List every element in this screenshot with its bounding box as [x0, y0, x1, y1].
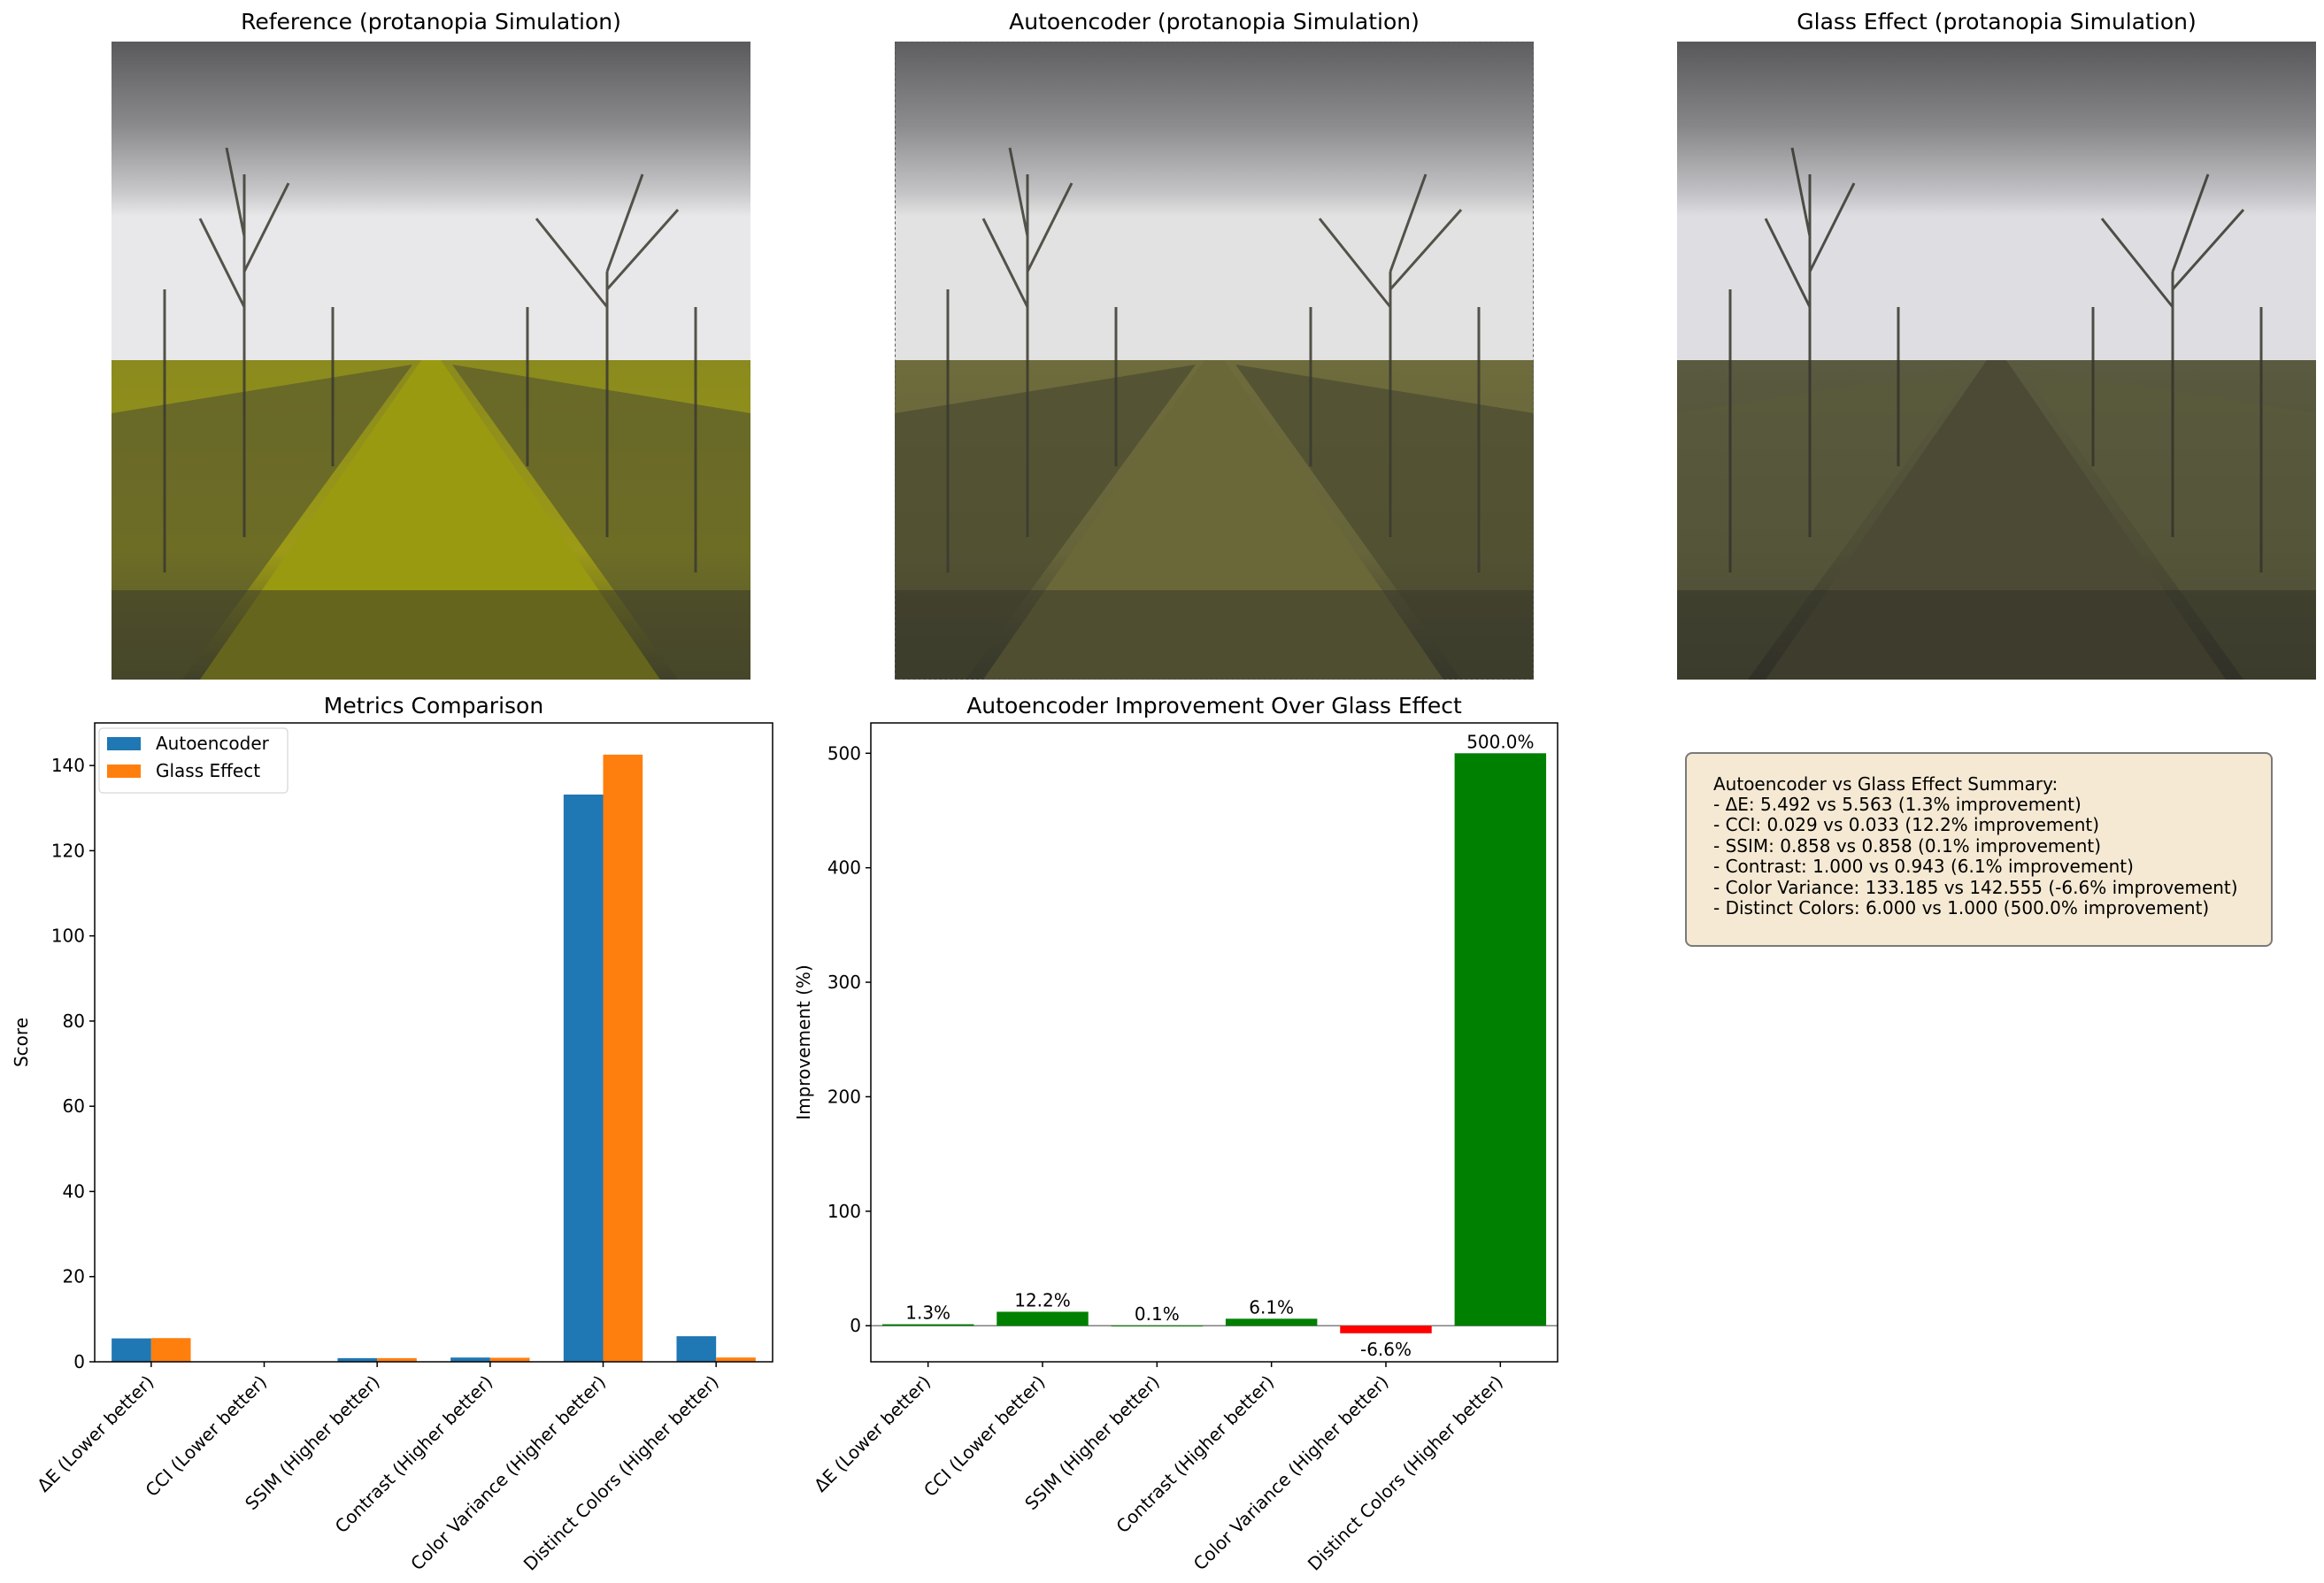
glass-effect-title: Glass Effect (protanopia Simulation)	[1797, 9, 2197, 35]
chart1-bar-glass-effect-2	[377, 1357, 417, 1362]
chart2-bar-3	[1225, 1318, 1318, 1326]
chart2-ytick-label-400: 400	[827, 857, 861, 879]
chart1-title: Metrics Comparison	[324, 693, 543, 718]
chart1-ytick-label-20: 20	[63, 1266, 85, 1287]
chart2-data-label-5: 500.0%	[1466, 731, 1534, 752]
chart1-legend-swatch-1	[107, 765, 141, 778]
chart2-title: Autoencoder Improvement Over Glass Effec…	[966, 693, 1462, 718]
summary-line-cci: - CCI: 0.029 vs 0.033 (12.2% improvement…	[1713, 814, 2100, 835]
chart1-bar-autoencoder-2	[337, 1357, 378, 1362]
chart1-bar-glass-effect-3	[489, 1357, 530, 1362]
chart1-legend-label-0: Autoencoder	[156, 733, 270, 754]
chart1-legend-box	[98, 727, 289, 794]
chart1-legend-swatch-0	[107, 737, 141, 750]
chart2-ytick-label-0: 0	[850, 1315, 861, 1336]
chart2-xtick-label-0: ΔE (Lower better)	[810, 1372, 935, 1496]
chart1-ytick-label-100: 100	[51, 926, 85, 947]
chart1-bar-glass-effect-5	[716, 1357, 756, 1362]
summary-line-distinct-colors: - Distinct Colors: 6.000 vs 1.000 (500.0…	[1713, 897, 2210, 918]
chart1-bar-glass-effect-4	[603, 754, 643, 1362]
chart2-axes-frame	[870, 722, 1558, 1363]
summary-line-ssim: - SSIM: 0.858 vs 0.858 (0.1% improvement…	[1713, 835, 2102, 857]
glass-effect-image	[1677, 42, 2316, 680]
summary-line-delta-e: - ΔE: 5.492 vs 5.563 (1.3% improvement)	[1713, 794, 2082, 815]
chart2-bar-1	[997, 1311, 1089, 1326]
chart1-legend: Autoencoder Glass Effect	[98, 727, 289, 794]
chart2-data-label-0: 1.3%	[905, 1303, 950, 1324]
chart2-ytick-label-100: 100	[827, 1201, 861, 1222]
chart2-data-label-4: -6.6%	[1360, 1339, 1412, 1360]
chart1-bar-glass-effect-0	[150, 1338, 191, 1362]
chart1-bar-autoencoder-5	[676, 1336, 717, 1362]
chart2-data-label-3: 6.1%	[1249, 1296, 1294, 1318]
summary-box	[1685, 752, 2273, 947]
autoencoder-image	[895, 42, 1534, 680]
chart2-ytick-label-200: 200	[827, 1086, 861, 1107]
chart2-xtick-label-1: CCI (Lower better)	[920, 1372, 1050, 1502]
chart2-bar-4	[1340, 1326, 1432, 1333]
reference-title: Reference (protanopia Simulation)	[241, 9, 621, 35]
chart2-ytick-label-500: 500	[827, 742, 861, 764]
chart2-xtick-label-5: Distinct Colors (Higher better)	[1304, 1372, 1507, 1575]
summary-line-color-variance: - Color Variance: 133.185 vs 142.555 (-6…	[1713, 877, 2238, 898]
chart1-axes-frame	[94, 722, 773, 1363]
chart2-data-label-2: 0.1%	[1135, 1303, 1180, 1325]
summary-heading: Autoencoder vs Glass Effect Summary:	[1713, 773, 2059, 795]
summary-line-contrast: - Contrast: 1.000 vs 0.943 (6.1% improve…	[1713, 856, 2134, 877]
chart2-ytick-label-300: 300	[827, 972, 861, 993]
chart2-bar-0	[881, 1324, 974, 1326]
chart1-ytick-label-40: 40	[63, 1180, 85, 1202]
chart2-data-label-1: 12.2%	[1014, 1289, 1071, 1310]
chart2-ylabel: Improvement (%)	[793, 964, 814, 1120]
chart2-xtick-label-4: Color Variance (Higher better)	[1189, 1372, 1393, 1575]
reference-image	[112, 42, 750, 680]
autoencoder-title: Autoencoder (protanopia Simulation)	[1009, 9, 1420, 35]
chart1-ytick-label-120: 120	[51, 840, 85, 861]
chart1-bar-autoencoder-0	[112, 1338, 151, 1362]
chart1-bar-autoencoder-3	[450, 1357, 490, 1362]
chart1-legend-label-1: Glass Effect	[156, 760, 260, 781]
chart1-ylabel: Score	[11, 1018, 32, 1067]
chart1-ytick-label-60: 60	[63, 1095, 85, 1117]
chart2-bar-5	[1454, 753, 1547, 1326]
chart1-ytick-label-140: 140	[51, 755, 85, 776]
chart1-ytick-label-0: 0	[73, 1351, 85, 1372]
chart1-bar-autoencoder-4	[563, 794, 604, 1362]
chart1-ytick-label-80: 80	[63, 1011, 85, 1032]
